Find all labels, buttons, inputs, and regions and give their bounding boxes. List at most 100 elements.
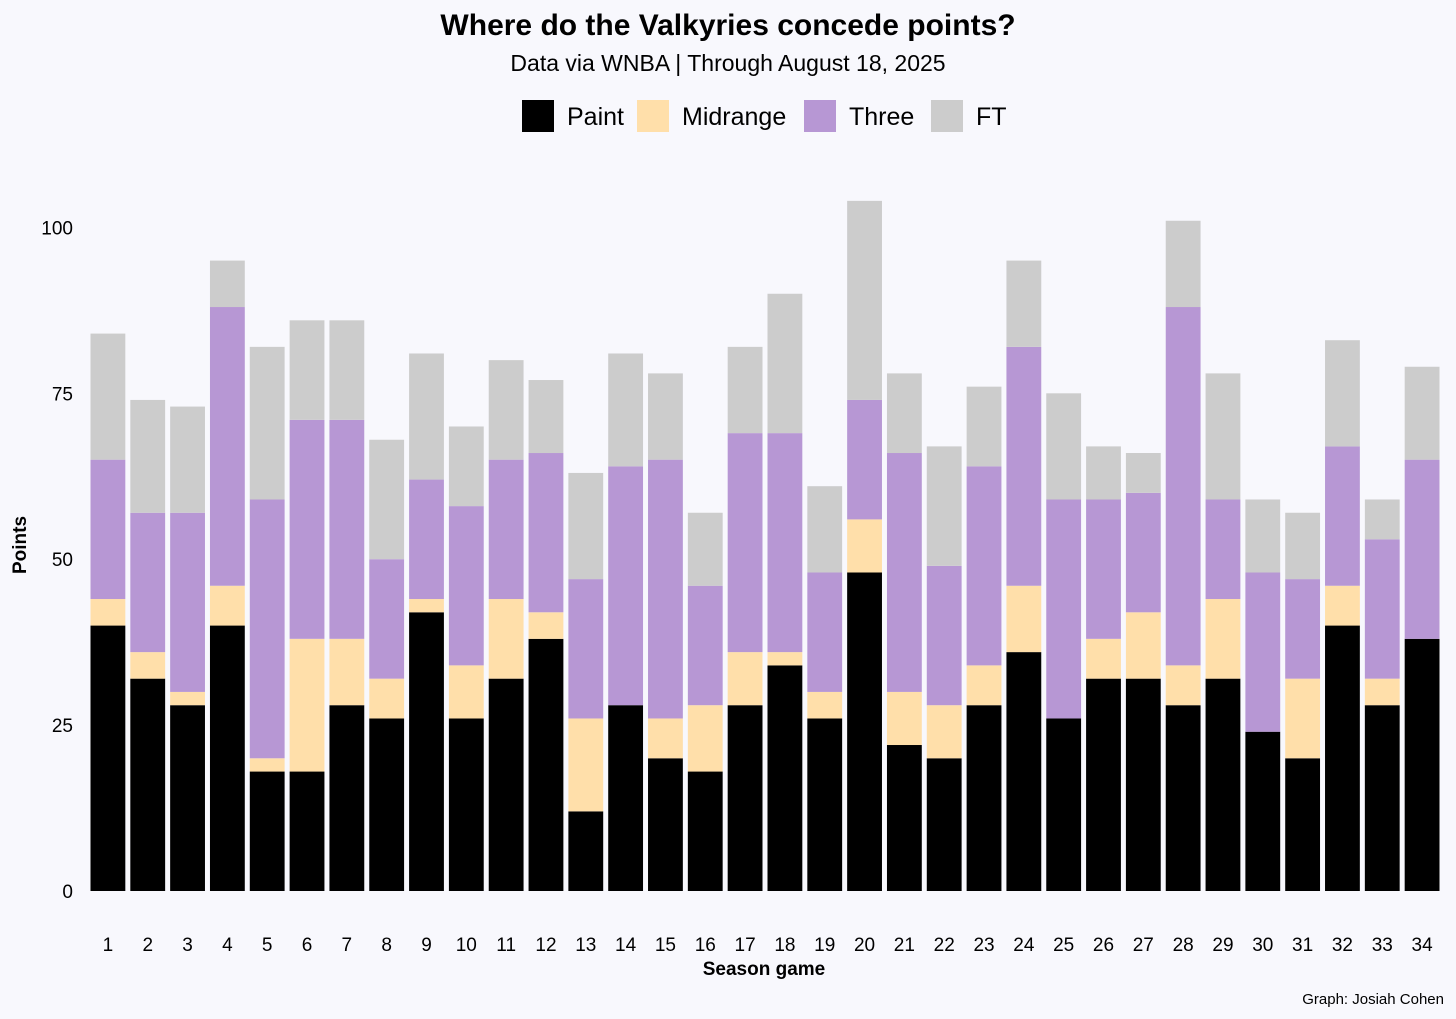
bar-segment-three-game-32 [1325, 446, 1360, 586]
bar-segment-ft-game-17 [727, 346, 763, 434]
x-tick-label: 28 [1173, 935, 1194, 956]
bar-segment-ft-game-6 [289, 320, 325, 420]
bar-segment-ft-game-16 [687, 512, 723, 586]
bar-segment-ft-game-18 [767, 293, 803, 434]
y-axis-ticks: 0 25 50 75 100 [41, 218, 73, 903]
x-tick-label: 19 [814, 935, 835, 956]
x-tick-label: 3 [182, 935, 193, 956]
bar-segment-midrange-game-22 [926, 705, 962, 759]
bar-segment-paint-game-3 [170, 705, 205, 891]
bar-segment-three-game-6 [289, 419, 325, 639]
bar-segment-midrange-game-26 [1086, 638, 1121, 679]
bar-segment-paint-game-23 [966, 705, 1002, 891]
bar-segment-three-game-21 [886, 453, 922, 692]
bar-segment-ft-game-31 [1285, 512, 1321, 580]
bar-segment-three-game-30 [1245, 572, 1281, 732]
bar-segment-three-game-18 [767, 433, 803, 653]
bar-segment-ft-game-34 [1404, 366, 1440, 460]
x-tick-label: 1 [103, 935, 114, 956]
x-tick-label: 23 [973, 935, 994, 956]
bar-segment-ft-game-27 [1125, 453, 1161, 493]
legend-swatch-midrange [637, 100, 669, 132]
x-tick-label: 22 [934, 935, 955, 956]
x-tick-label: 7 [342, 935, 353, 956]
bar-segment-three-game-34 [1404, 459, 1440, 639]
bar-segment-three-game-20 [847, 399, 882, 520]
legend: Paint Midrange Three FT [522, 100, 1007, 132]
bar-segment-midrange-game-32 [1325, 585, 1360, 626]
bar-segment-midrange-game-24 [1006, 585, 1042, 653]
y-axis-title: Points [10, 516, 31, 574]
bar-segment-paint-game-10 [448, 718, 484, 891]
bar-segment-ft-game-21 [886, 373, 922, 454]
bar-segment-midrange-game-6 [289, 638, 325, 772]
bar-segment-paint-game-17 [727, 705, 763, 891]
bars [90, 200, 1440, 891]
x-tick-label: 16 [695, 935, 716, 956]
bar-segment-ft-game-23 [966, 386, 1002, 467]
bar-segment-paint-game-4 [209, 625, 245, 891]
legend-swatch-ft [931, 100, 963, 132]
bar-segment-paint-game-29 [1205, 678, 1241, 891]
bar-segment-paint-game-27 [1125, 678, 1161, 891]
chart-subtitle: Data via WNBA | Through August 18, 2025 [510, 50, 945, 76]
bar-segment-three-game-24 [1006, 346, 1042, 586]
x-tick-label: 8 [381, 935, 392, 956]
bar-segment-paint-game-25 [1046, 718, 1082, 891]
legend-label-ft: FT [976, 103, 1007, 131]
x-tick-label: 26 [1093, 935, 1114, 956]
bar-segment-ft-game-19 [807, 486, 843, 573]
bar-segment-three-game-19 [807, 572, 843, 692]
x-tick-label: 27 [1133, 935, 1154, 956]
bar-segment-paint-game-6 [289, 771, 325, 891]
bar-segment-ft-game-1 [90, 333, 126, 460]
bar-segment-ft-game-8 [369, 439, 405, 560]
bar-segment-midrange-game-5 [249, 758, 285, 772]
bar-segment-ft-game-10 [448, 426, 484, 507]
bar-segment-ft-game-25 [1046, 393, 1082, 500]
bar-segment-ft-game-33 [1364, 499, 1400, 540]
bar-segment-three-game-4 [209, 307, 245, 586]
bar-segment-midrange-game-31 [1285, 678, 1321, 759]
bar-segment-midrange-game-17 [727, 652, 763, 706]
legend-swatch-paint [522, 100, 554, 132]
bar-segment-midrange-game-8 [369, 678, 405, 719]
bar-segment-three-game-12 [528, 453, 564, 613]
bar-segment-ft-game-4 [209, 260, 245, 308]
bar-segment-midrange-game-4 [209, 585, 245, 626]
bar-segment-three-game-5 [249, 499, 285, 759]
bar-segment-midrange-game-11 [488, 599, 524, 679]
bar-segment-midrange-game-1 [90, 599, 126, 626]
y-tick-label: 0 [62, 882, 73, 903]
y-tick-label: 75 [52, 384, 73, 405]
bar-segment-three-game-16 [687, 585, 723, 706]
bar-segment-ft-game-30 [1245, 499, 1281, 573]
bar-segment-midrange-game-3 [170, 691, 205, 706]
bar-segment-paint-game-24 [1006, 652, 1042, 891]
bar-segment-three-game-3 [170, 512, 205, 692]
bar-segment-three-game-8 [369, 559, 405, 679]
bar-segment-ft-game-5 [249, 346, 285, 500]
bar-segment-ft-game-20 [847, 200, 882, 400]
bar-segment-three-game-14 [608, 466, 644, 706]
x-tick-label: 13 [575, 935, 596, 956]
bar-segment-paint-game-11 [488, 678, 524, 891]
bar-segment-paint-game-20 [847, 572, 882, 891]
bar-segment-midrange-game-7 [329, 638, 365, 706]
y-tick-label: 25 [52, 716, 73, 737]
bar-segment-three-game-10 [448, 506, 484, 666]
x-tick-label: 25 [1053, 935, 1074, 956]
x-tick-label: 21 [894, 935, 915, 956]
bar-segment-midrange-game-12 [528, 612, 564, 639]
bar-segment-three-game-25 [1046, 499, 1082, 719]
x-axis-ticks: 1 2 3 4 5 6 7 8 9 10 11 12 13 14 15 16 17 18 19 20 21 22 23 24 2… [103, 935, 1433, 956]
x-tick-label: 17 [735, 935, 756, 956]
x-tick-label: 6 [302, 935, 313, 956]
bar-segment-midrange-game-10 [448, 665, 484, 719]
bar-segment-paint-game-7 [329, 705, 365, 891]
bar-segment-paint-game-32 [1325, 625, 1360, 891]
bar-segment-three-game-33 [1364, 539, 1400, 679]
legend-label-midrange: Midrange [682, 103, 786, 131]
x-tick-label: 15 [655, 935, 676, 956]
chart-caption: Graph: Josiah Cohen [1302, 991, 1444, 1008]
